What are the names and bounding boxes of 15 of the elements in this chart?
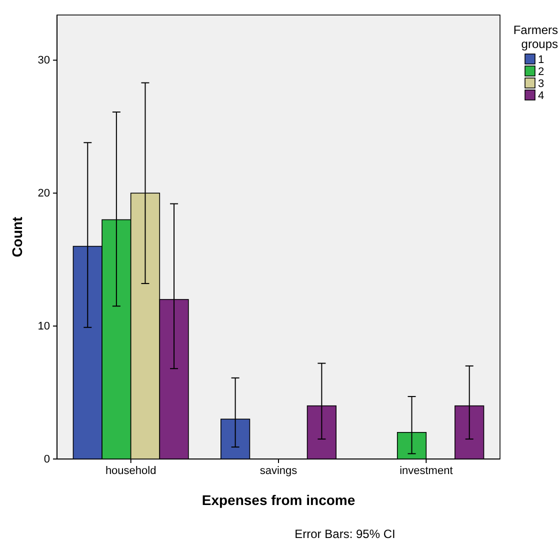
y-tick-label: 10 xyxy=(38,320,50,333)
legend-label: 4 xyxy=(538,90,544,102)
legend-label: 1 xyxy=(538,54,544,66)
x-axis-title: Expenses from income xyxy=(202,492,356,508)
legend-label: 3 xyxy=(538,78,544,90)
y-tick-label: 30 xyxy=(38,54,50,67)
y-tick-label: 20 xyxy=(38,188,50,200)
x-tick-label: household xyxy=(105,464,156,477)
x-tick-label: savings xyxy=(260,464,298,477)
text: Error Bars: 95% CI xyxy=(294,527,396,540)
x-tick-label: investment xyxy=(400,464,453,477)
legend-title: Farmers groups xyxy=(513,23,558,51)
y-axis-title: Count xyxy=(9,216,25,258)
y-tick-label: 0 xyxy=(44,454,50,466)
legend-label: 2 xyxy=(538,66,544,78)
